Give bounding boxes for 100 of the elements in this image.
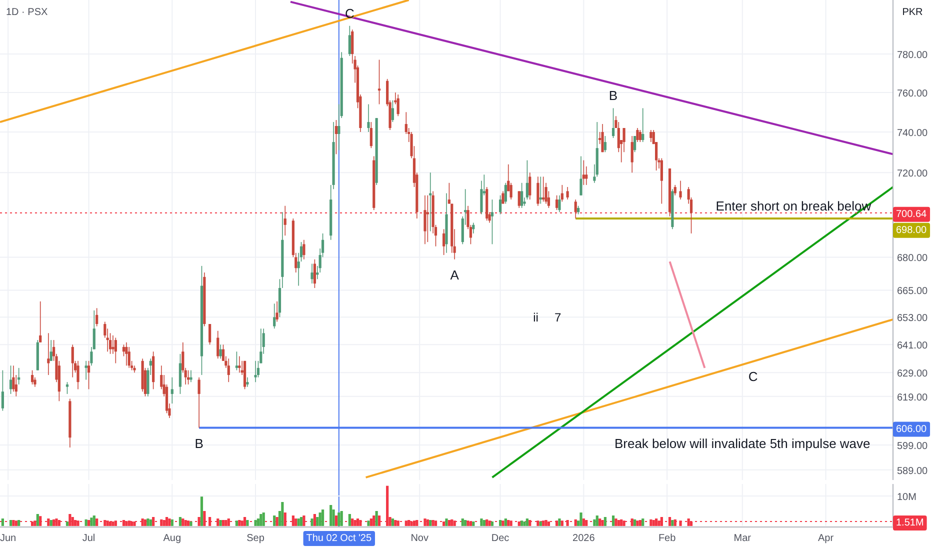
bar bbox=[448, 520, 450, 526]
bar bbox=[486, 519, 488, 526]
y-tick-label: 619.00 bbox=[897, 392, 928, 404]
candlestick bbox=[108, 332, 112, 354]
candlestick bbox=[87, 360, 90, 390]
bar bbox=[356, 518, 360, 526]
candlestick bbox=[9, 365, 12, 394]
candlestick bbox=[190, 370, 192, 382]
candlestick bbox=[227, 358, 230, 382]
candlestick bbox=[39, 300, 42, 343]
bar bbox=[219, 520, 222, 526]
candlestick bbox=[472, 222, 475, 234]
candlestick bbox=[650, 130, 652, 142]
bar bbox=[604, 517, 606, 526]
bar bbox=[429, 520, 432, 526]
candlestick bbox=[580, 156, 582, 196]
bar bbox=[313, 514, 316, 526]
bar bbox=[526, 518, 528, 526]
bar bbox=[480, 518, 483, 526]
bar bbox=[617, 520, 620, 526]
bar bbox=[416, 520, 418, 526]
bar bbox=[50, 520, 52, 526]
candlestick bbox=[528, 172, 532, 200]
annotation: C bbox=[748, 368, 758, 384]
candlestick bbox=[638, 130, 642, 142]
candlestick bbox=[310, 263, 314, 284]
annotation: ii bbox=[533, 310, 538, 325]
candlestick bbox=[178, 354, 182, 394]
candlestick bbox=[71, 344, 74, 378]
bar bbox=[472, 522, 475, 526]
text: 1D · PSX bbox=[6, 7, 48, 18]
bar bbox=[246, 520, 249, 526]
candlestick bbox=[50, 340, 52, 362]
bar bbox=[558, 518, 561, 526]
x-tick-label: Feb bbox=[658, 533, 676, 544]
bar bbox=[114, 520, 117, 526]
candlestick bbox=[84, 360, 88, 380]
bar bbox=[300, 517, 303, 526]
candlestick bbox=[66, 382, 69, 394]
candlestick bbox=[636, 128, 639, 142]
bar bbox=[243, 517, 246, 526]
candlestick bbox=[378, 59, 381, 105]
annotation: B bbox=[608, 88, 618, 104]
candlestick bbox=[429, 172, 432, 232]
bar bbox=[580, 512, 582, 526]
ref-line-label: 1.51M bbox=[896, 517, 924, 528]
candlestick bbox=[582, 160, 585, 186]
bar bbox=[334, 516, 338, 526]
candlestick bbox=[391, 100, 394, 122]
y-tick-label: 589.00 bbox=[897, 466, 928, 477]
y-tick-label: 599.00 bbox=[897, 440, 928, 452]
candlestick bbox=[674, 184, 676, 196]
candlestick bbox=[520, 182, 524, 208]
bar bbox=[66, 522, 69, 526]
bar bbox=[367, 520, 370, 526]
bar bbox=[348, 514, 351, 526]
bar bbox=[90, 518, 93, 526]
bar bbox=[490, 522, 494, 526]
bar bbox=[650, 519, 652, 526]
bar bbox=[585, 520, 588, 526]
bar bbox=[461, 518, 464, 526]
y-tick-label: 665.00 bbox=[897, 286, 928, 298]
candlestick bbox=[490, 199, 494, 245]
bar bbox=[636, 520, 639, 526]
bar bbox=[52, 519, 56, 526]
candlestick bbox=[612, 108, 615, 138]
candlestick bbox=[284, 205, 286, 236]
annotation: 698.00 bbox=[896, 224, 928, 236]
bar bbox=[354, 520, 356, 526]
candlestick bbox=[334, 120, 338, 155]
bar bbox=[200, 496, 204, 526]
y-tick-label: 780.00 bbox=[897, 50, 928, 62]
candlestick bbox=[47, 332, 50, 376]
bar bbox=[633, 519, 636, 526]
candlestick bbox=[208, 324, 212, 346]
candlestick bbox=[566, 186, 569, 200]
y-tick-label: 641.00 bbox=[897, 340, 928, 352]
candlestick bbox=[642, 108, 644, 142]
bar bbox=[178, 517, 182, 526]
y-axis-title: PKR bbox=[902, 7, 923, 18]
bar bbox=[544, 520, 548, 526]
bar bbox=[340, 511, 343, 526]
bar bbox=[262, 512, 265, 526]
bar bbox=[351, 518, 354, 526]
candlestick bbox=[518, 190, 520, 208]
candlestick bbox=[219, 344, 222, 359]
bar bbox=[294, 518, 298, 526]
candlestick bbox=[128, 346, 130, 368]
candlestick bbox=[1, 370, 4, 412]
candlestick bbox=[542, 176, 545, 202]
bar bbox=[426, 519, 429, 526]
bar bbox=[482, 520, 486, 526]
bar bbox=[404, 520, 408, 526]
bar bbox=[18, 520, 20, 526]
bar bbox=[612, 516, 615, 526]
bar bbox=[276, 517, 278, 526]
candlestick bbox=[585, 166, 588, 186]
bar bbox=[582, 518, 585, 526]
bar bbox=[14, 520, 18, 526]
y-tick-label: 720.00 bbox=[897, 168, 928, 180]
